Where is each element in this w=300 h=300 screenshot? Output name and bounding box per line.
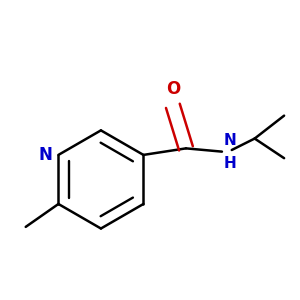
Text: H: H	[224, 156, 236, 171]
Text: N: N	[39, 146, 52, 164]
Text: O: O	[166, 80, 180, 98]
Text: N: N	[224, 133, 236, 148]
